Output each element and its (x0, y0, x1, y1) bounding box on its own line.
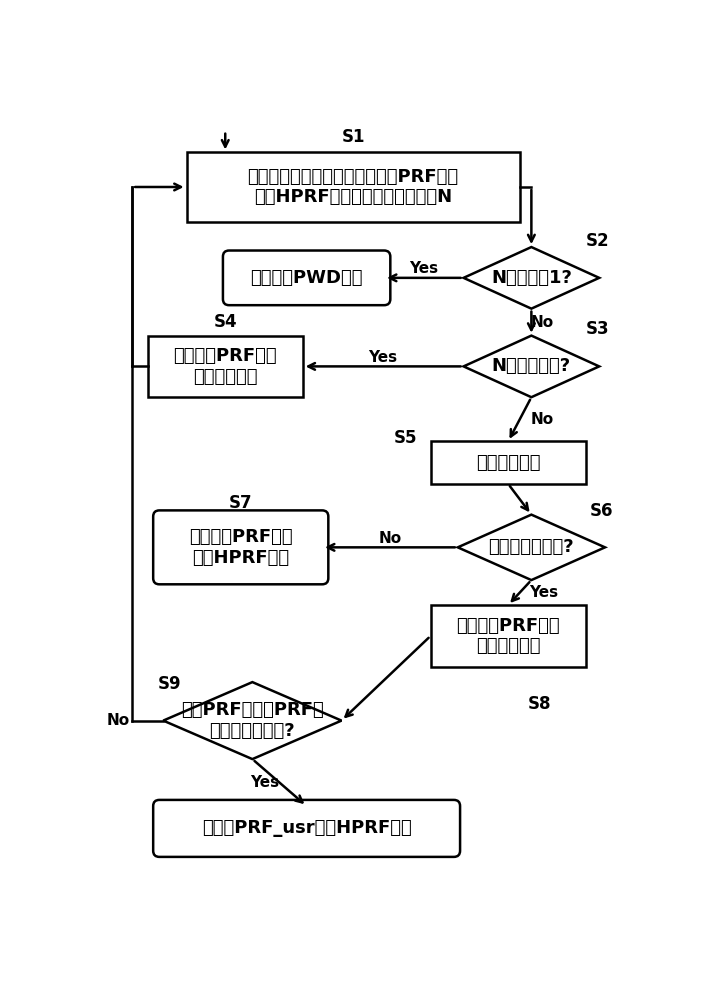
FancyBboxPatch shape (431, 441, 586, 484)
FancyBboxPatch shape (431, 605, 586, 667)
Text: S9: S9 (158, 675, 181, 693)
Text: 提高备选PRF参数
到上一个档位: 提高备选PRF参数 到上一个档位 (456, 616, 560, 655)
Text: No: No (107, 713, 130, 728)
FancyBboxPatch shape (153, 510, 328, 584)
Text: S1: S1 (341, 128, 365, 146)
Text: S6: S6 (589, 502, 613, 520)
Polygon shape (464, 336, 599, 397)
Text: 用原有PRF_usr进行HPRF发射: 用原有PRF_usr进行HPRF发射 (201, 819, 412, 837)
FancyBboxPatch shape (153, 800, 460, 857)
FancyBboxPatch shape (223, 251, 390, 305)
Text: S2: S2 (586, 232, 609, 250)
Text: N小于等于1?: N小于等于1? (491, 269, 572, 287)
Text: S8: S8 (528, 695, 551, 713)
Text: S3: S3 (586, 320, 609, 338)
Text: 备选PRF参数为PRF列
表中的最高档位?: 备选PRF参数为PRF列 表中的最高档位? (181, 701, 324, 740)
Text: 降低备选PRF参数
到下一个档位: 降低备选PRF参数 到下一个档位 (174, 347, 277, 386)
Text: S7: S7 (229, 494, 252, 512)
Text: Yes: Yes (409, 261, 438, 276)
Text: No: No (379, 531, 402, 546)
Text: 使用备用PRF参数
进行HPRF发射: 使用备用PRF参数 进行HPRF发射 (189, 528, 293, 567)
FancyBboxPatch shape (186, 152, 520, 222)
Text: 进行普通PWD模式: 进行普通PWD模式 (250, 269, 363, 287)
FancyBboxPatch shape (148, 336, 303, 397)
Text: No: No (531, 412, 554, 427)
Text: No: No (531, 315, 554, 330)
Text: Yes: Yes (250, 775, 280, 790)
Text: Yes: Yes (369, 350, 398, 365)
Text: Yes: Yes (529, 585, 559, 600)
Polygon shape (457, 515, 605, 580)
Text: S4: S4 (214, 313, 237, 331)
Text: 计算死区位置: 计算死区位置 (476, 454, 541, 472)
Text: S5: S5 (394, 429, 417, 447)
Text: 计算当前取样门深度下，用备选PRF参数
进行HPRF发射需要的取样门个数N: 计算当前取样门深度下，用备选PRF参数 进行HPRF发射需要的取样门个数N (247, 168, 459, 206)
Text: N大于预定值?: N大于预定值? (492, 357, 571, 375)
Text: 取样门位于死区?: 取样门位于死区? (488, 538, 574, 556)
Polygon shape (464, 247, 599, 309)
Polygon shape (163, 682, 341, 759)
